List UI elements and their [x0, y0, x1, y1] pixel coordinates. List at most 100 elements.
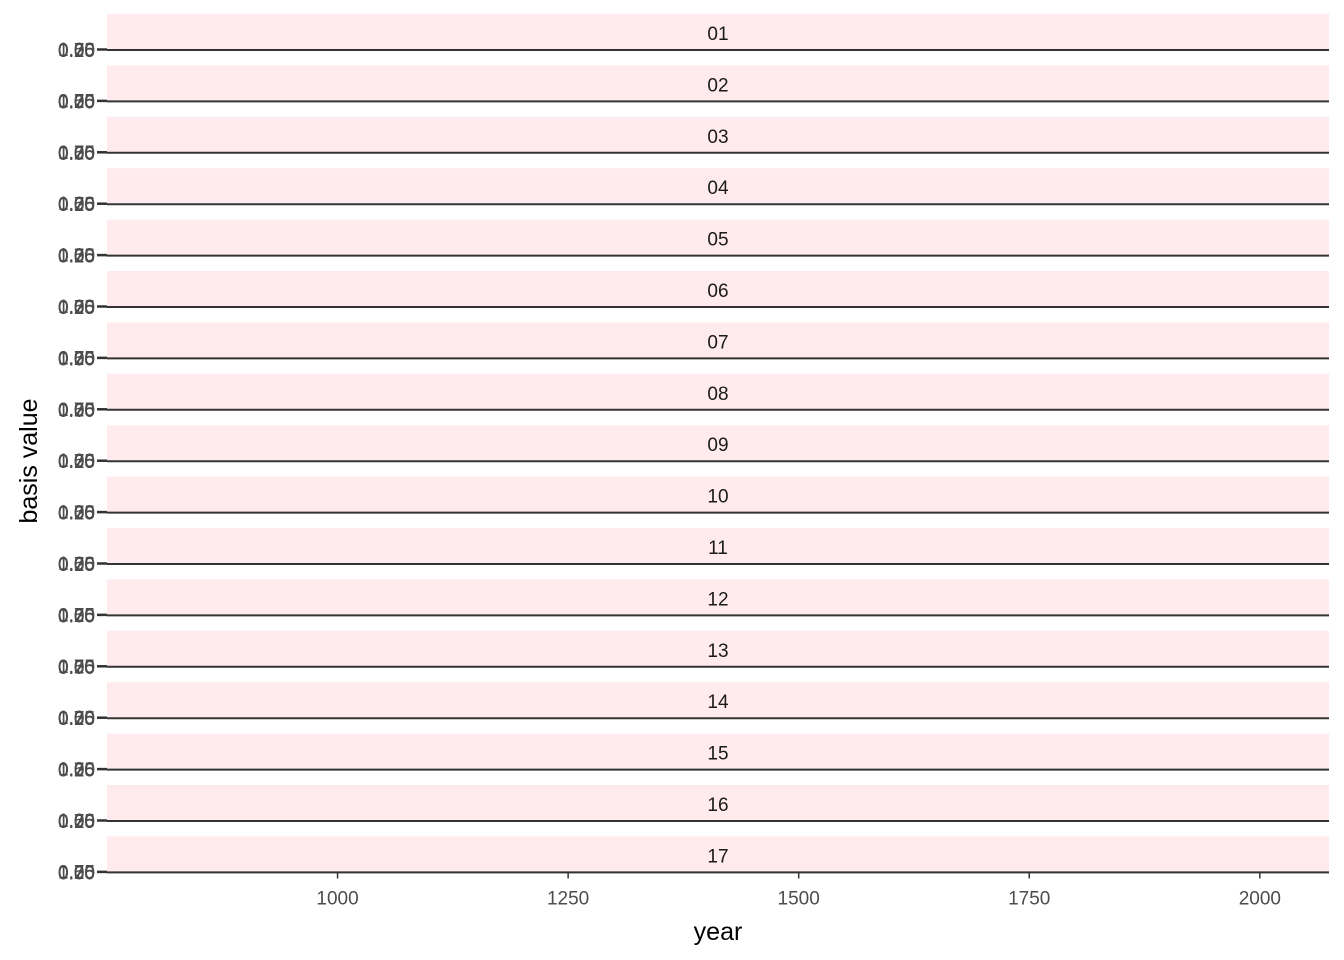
- facet-strip: [107, 425, 1329, 461]
- facet-strip: [107, 630, 1329, 666]
- facet-strip-label: 03: [707, 127, 728, 148]
- y-tick-label: 0.50: [58, 812, 95, 833]
- y-tick-label: 0.25: [58, 452, 95, 473]
- y-tick-label: 0.75: [58, 194, 95, 215]
- facet-strip-label: 05: [707, 230, 728, 251]
- y-tick-label: 0.75: [58, 760, 95, 781]
- y-tick-label: 0.25: [58, 555, 95, 576]
- facet-strip-label: 01: [707, 24, 728, 45]
- panel-06: 06 0.000.250.500.751.00: [58, 271, 1329, 319]
- y-tick-label: 0.00: [58, 709, 95, 730]
- panel-03: 03 0.000.250.500.751.00: [58, 116, 1329, 165]
- facet-strip: [107, 528, 1329, 563]
- y-tick-label: 0.75: [58, 503, 95, 524]
- y-tick-label: 0.00: [58, 195, 95, 216]
- y-tick-label: 1.00: [58, 400, 95, 421]
- facet-strip-label: 04: [707, 178, 729, 199]
- y-tick-label: 0.75: [58, 657, 95, 678]
- y-tick-label: 1.00: [58, 503, 95, 524]
- x-axis-title: year: [694, 918, 743, 946]
- y-tick-label: 0.75: [58, 554, 95, 575]
- y-tick-label: 0.00: [58, 555, 95, 576]
- y-tick-label: 0.00: [58, 812, 95, 833]
- panel-13: 13 0.000.250.500.751.00: [58, 630, 1329, 679]
- y-tick-label: 0.75: [58, 297, 95, 318]
- y-tick-label: 0.00: [58, 401, 95, 422]
- y-tick-label: 0.25: [58, 92, 95, 113]
- panel-10: 10 0.000.250.500.751.00: [58, 476, 1329, 525]
- panel-07: 07 0.000.250.500.751.00: [58, 322, 1329, 370]
- y-tick-label: 0.75: [58, 811, 95, 832]
- x-tick-label: 2000: [1239, 888, 1281, 909]
- y-tick-label: 0.25: [58, 812, 95, 833]
- y-tick-label: 0.75: [58, 349, 95, 370]
- y-tick-label: 1.00: [58, 143, 95, 164]
- y-tick-label: 0.25: [58, 503, 95, 524]
- y-tick-label: 0.25: [58, 606, 95, 627]
- y-tick-label: 1.00: [58, 348, 95, 369]
- facet-strip: [107, 14, 1329, 49]
- y-tick-label: 0.25: [58, 246, 95, 267]
- y-axis-title: basis value: [15, 398, 43, 523]
- y-tick-label: 0.00: [58, 41, 95, 62]
- y-tick-label: 0.00: [58, 144, 95, 165]
- y-tick-label: 1.00: [58, 811, 95, 832]
- y-tick-label: 0.50: [58, 503, 95, 524]
- y-tick-label: 0.75: [58, 400, 95, 421]
- y-tick-label: 0.50: [58, 195, 95, 216]
- panel-16: 16 0.000.250.500.751.00: [58, 785, 1329, 833]
- facet-strip: [107, 65, 1329, 101]
- y-tick-label: 0.00: [58, 247, 95, 268]
- facet-strip: [107, 168, 1329, 204]
- y-tick-label: 1.00: [58, 708, 95, 729]
- facet-strip-label: 12: [707, 589, 728, 610]
- y-tick-label: 0.50: [58, 863, 95, 884]
- y-tick-label: 0.50: [58, 400, 95, 421]
- y-tick-label: 0.25: [58, 709, 95, 730]
- y-tick-label: 0.00: [58, 863, 95, 884]
- y-tick-label: 0.75: [58, 40, 95, 61]
- y-tick-label: 0.75: [58, 143, 95, 164]
- facet-strip-label: 06: [707, 281, 728, 302]
- y-tick-label: 0.50: [58, 760, 95, 781]
- facet-strip-label: 16: [707, 795, 728, 816]
- y-tick-label: 0.75: [58, 708, 95, 729]
- facet-strip-label: 10: [707, 487, 728, 508]
- facet-strip: [107, 785, 1329, 820]
- facet-strip: [107, 836, 1329, 872]
- facet-strip-label: 15: [707, 744, 728, 765]
- y-tick-label: 0.00: [58, 349, 95, 370]
- y-tick-label: 0.75: [58, 92, 95, 113]
- y-tick-label: 0.25: [58, 658, 95, 679]
- y-tick-label: 0.50: [58, 143, 95, 164]
- y-tick-label: 0.75: [58, 863, 95, 884]
- panel-01: 01 0.000.250.500.751.00: [58, 14, 1329, 62]
- y-tick-label: 0.50: [58, 452, 95, 473]
- y-tick-label: 1.00: [58, 657, 95, 678]
- y-tick-label: 0.75: [58, 451, 95, 472]
- facet-strip-label: 08: [707, 384, 728, 405]
- y-tick-label: 1.00: [58, 451, 95, 472]
- panels: 010.000.250.500.751.00020.000.250.500.75…: [58, 14, 1329, 884]
- panel-11: 11 0.000.250.500.751.00: [58, 528, 1329, 576]
- y-tick-label: 0.25: [58, 863, 95, 884]
- facet-strip-label: 09: [707, 435, 728, 456]
- y-tick-label: 0.25: [58, 195, 95, 216]
- y-tick-label: 1.00: [58, 862, 95, 883]
- y-tick-label: 0.50: [58, 41, 95, 62]
- facet-strip-label: 07: [707, 332, 728, 353]
- y-tick-label: 0.50: [58, 349, 95, 370]
- y-tick-label: 0.25: [58, 298, 95, 319]
- y-tick-label: 0.50: [58, 298, 95, 319]
- y-tick-label: 0.25: [58, 760, 95, 781]
- x-tick-label: 1500: [778, 888, 820, 909]
- y-tick-label: 0.00: [58, 761, 95, 782]
- panel-15: 15 0.000.250.500.751.00: [58, 733, 1329, 782]
- x-axis: 1000 1250 1500 1750 2000: [107, 871, 1329, 909]
- y-tick-label: 1.00: [58, 297, 95, 318]
- facet-strip: [107, 322, 1329, 358]
- x-tick-label: 1000: [316, 888, 358, 909]
- facet-strip: [107, 733, 1329, 769]
- y-tick-label: 0.75: [58, 606, 95, 627]
- y-tick-label: 1.00: [58, 194, 95, 215]
